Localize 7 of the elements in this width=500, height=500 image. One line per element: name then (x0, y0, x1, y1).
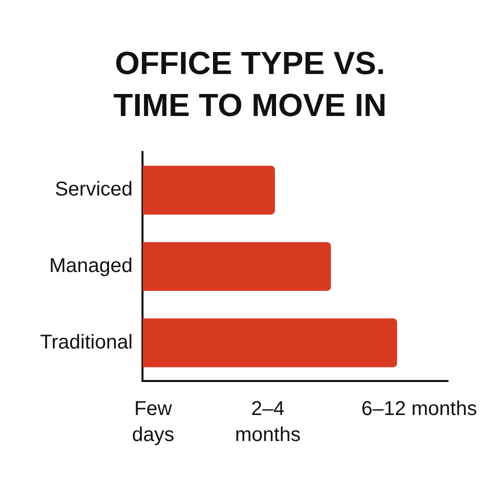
y-tick-label: Traditional (40, 331, 133, 354)
y-tick-label: Serviced (54, 178, 133, 201)
text: Few days (132, 397, 174, 448)
text: 6–12 months (361, 397, 477, 422)
y-tick-label: Managed (49, 255, 133, 278)
chart-title: OFFICE TYPE VS. TIME TO MOVE IN (112, 44, 388, 125)
text: 2–4 months (235, 397, 301, 448)
